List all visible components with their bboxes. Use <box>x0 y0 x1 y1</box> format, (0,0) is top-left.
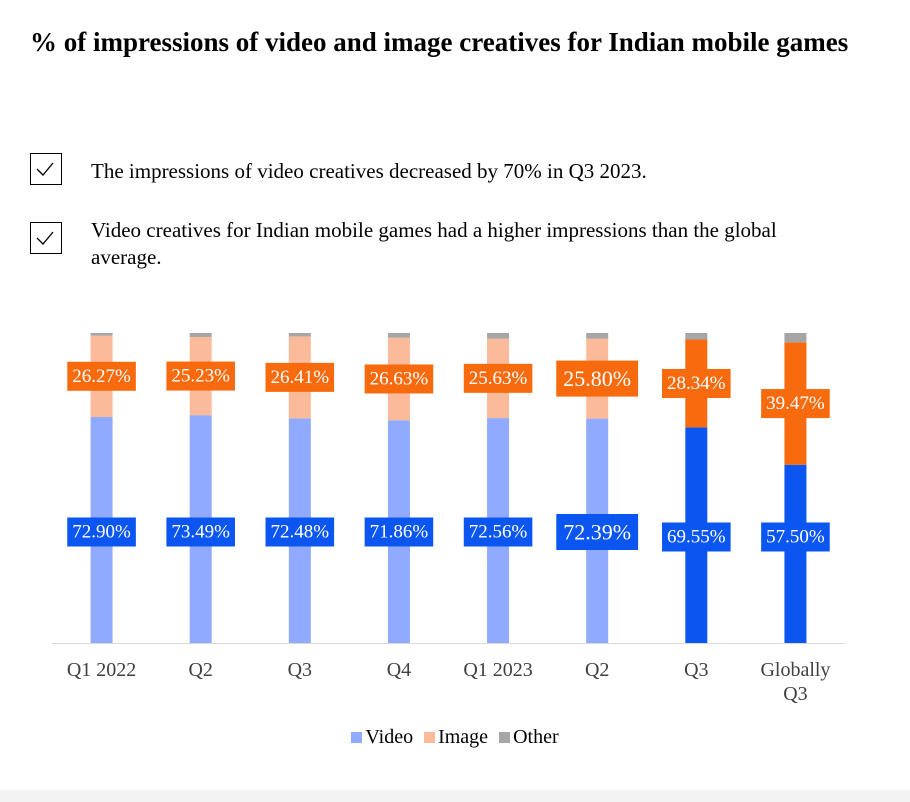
bar-other <box>685 333 708 340</box>
legend-item-image: Image <box>424 724 488 750</box>
data-label-image: 26.27% <box>72 366 131 387</box>
data-label-image-box <box>364 364 434 394</box>
bar-other <box>784 333 807 343</box>
legend-swatch-image <box>424 732 436 743</box>
data-label-video-box <box>364 517 434 547</box>
legend-swatch-video <box>351 732 363 743</box>
data-label-image-box <box>166 361 235 391</box>
data-label-image: 28.34% <box>667 373 726 394</box>
bar-other <box>586 333 609 339</box>
data-label-image: 26.63% <box>370 368 429 389</box>
data-label-video: 73.49% <box>171 522 230 543</box>
data-label-image: 25.23% <box>171 366 230 387</box>
data-label-video: 69.55% <box>667 527 726 548</box>
x-tick-label: Q2 <box>585 659 609 681</box>
x-tick-label: Q1 2023 <box>463 659 532 681</box>
x-tick-label: Q3 <box>288 659 312 681</box>
bar-video <box>784 464 807 643</box>
checkbox-checked[interactable] <box>30 222 62 254</box>
bar-other <box>387 333 410 338</box>
stacked-bar-chart: 72.90% 26.27% Q1 2022 73.49% 25.23% Q2 72.48% 2… <box>52 333 845 705</box>
checklist-text: The impressions of video creatives decre… <box>91 159 647 183</box>
checklist-text: Video creatives for Indian mobile games … <box>91 218 777 269</box>
data-label-image: 25.80% <box>563 366 631 391</box>
bar-other <box>487 333 510 339</box>
data-label-video-box <box>761 522 830 552</box>
x-tick-label: Q3 <box>783 683 807 705</box>
data-label-video: 71.86% <box>370 522 429 543</box>
chart-legend: Video Image Other <box>0 724 910 750</box>
data-label-image-box <box>463 363 533 393</box>
checkmark-icon <box>36 231 54 245</box>
x-tick-label: Q3 <box>684 659 708 681</box>
data-label-image: 39.47% <box>766 393 825 414</box>
data-label-image: 26.41% <box>271 367 330 388</box>
data-label-video: 57.50% <box>766 527 825 548</box>
data-label-image-box <box>67 361 136 391</box>
page-title: % of impressions of video and image crea… <box>30 27 849 57</box>
data-label-video-box <box>67 517 136 547</box>
data-label-video-box <box>556 514 639 550</box>
data-label-image: 25.63% <box>469 368 528 389</box>
data-label-image-box <box>662 368 731 398</box>
legend-label-video: Video <box>365 726 414 748</box>
x-tick-label: Q4 <box>387 659 411 681</box>
x-tick-label: Q1 2022 <box>67 659 136 681</box>
legend-label-image: Image <box>438 726 489 748</box>
legend-label-other: Other <box>513 726 559 748</box>
checkbox-checked[interactable] <box>30 153 62 185</box>
data-label-video: 72.48% <box>271 522 330 543</box>
data-label-image-box <box>556 360 639 397</box>
x-tick-label: Q2 <box>188 659 212 681</box>
data-label-video: 72.56% <box>469 522 528 543</box>
data-label-video-box <box>662 522 731 552</box>
data-label-video-box <box>166 517 235 547</box>
data-label-video: 72.90% <box>72 522 131 543</box>
data-label-image-box <box>761 389 830 419</box>
data-label-video: 72.39% <box>563 520 631 545</box>
x-tick-label: Globally <box>760 659 830 681</box>
bar-other <box>90 333 113 336</box>
data-label-video-box <box>265 517 335 547</box>
data-label-image-box <box>265 362 335 392</box>
legend-item-video: Video <box>351 724 413 750</box>
bar-other <box>189 333 212 337</box>
legend-item-other: Other <box>499 724 559 750</box>
data-label-video-box <box>463 517 533 547</box>
checkmark-icon <box>36 162 54 176</box>
legend-swatch-other <box>499 732 511 743</box>
bar-other <box>288 333 311 337</box>
